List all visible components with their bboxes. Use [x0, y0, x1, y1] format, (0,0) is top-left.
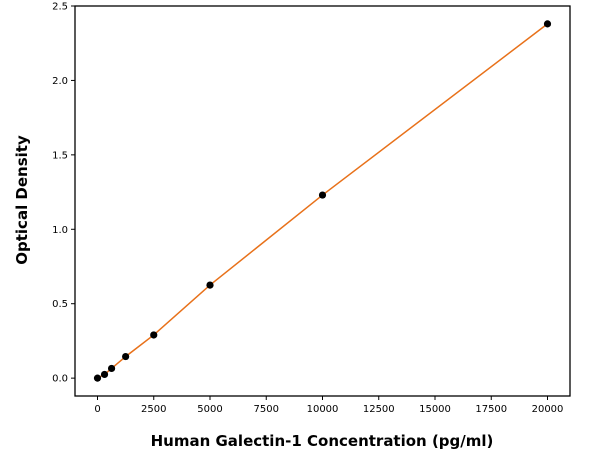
data-point [100, 370, 109, 379]
x-tick-label: 10000 [307, 404, 339, 415]
plot-area: 0 2500 5000 7500 10000 12500 15000 17500 20000 0.… [52, 2, 571, 415]
y-tick-label: 2.0 [52, 76, 68, 87]
fit-line [97, 23, 548, 379]
y-tick-label: 1.0 [52, 225, 68, 236]
x-tick-label: 15000 [419, 404, 451, 415]
x-tick-label: 0 [94, 404, 100, 415]
data-point [543, 20, 552, 28]
x-tick-label: 7500 [254, 404, 279, 415]
y-axis-title: Optical Density [13, 135, 31, 265]
y-tick-label: 0.0 [52, 374, 68, 385]
x-tick-label: 17500 [475, 404, 507, 415]
y-tick-label: 1.5 [52, 150, 68, 161]
data-point [318, 191, 327, 199]
data-point [150, 331, 158, 339]
x-tick-label: 5000 [197, 404, 222, 415]
x-tick-label: 20000 [532, 404, 564, 415]
x-tick-label: 12500 [363, 404, 395, 415]
data-point [122, 352, 130, 361]
data-point [93, 374, 102, 382]
data-point [107, 364, 116, 373]
y-tick-label: 2.5 [52, 2, 68, 13]
x-axis-title: Human Galectin-1 Concentration (pg/ml) [151, 432, 494, 450]
x-tick-label: 2500 [141, 404, 166, 415]
y-tick-label: 0.5 [52, 299, 68, 310]
data-point [206, 281, 214, 289]
